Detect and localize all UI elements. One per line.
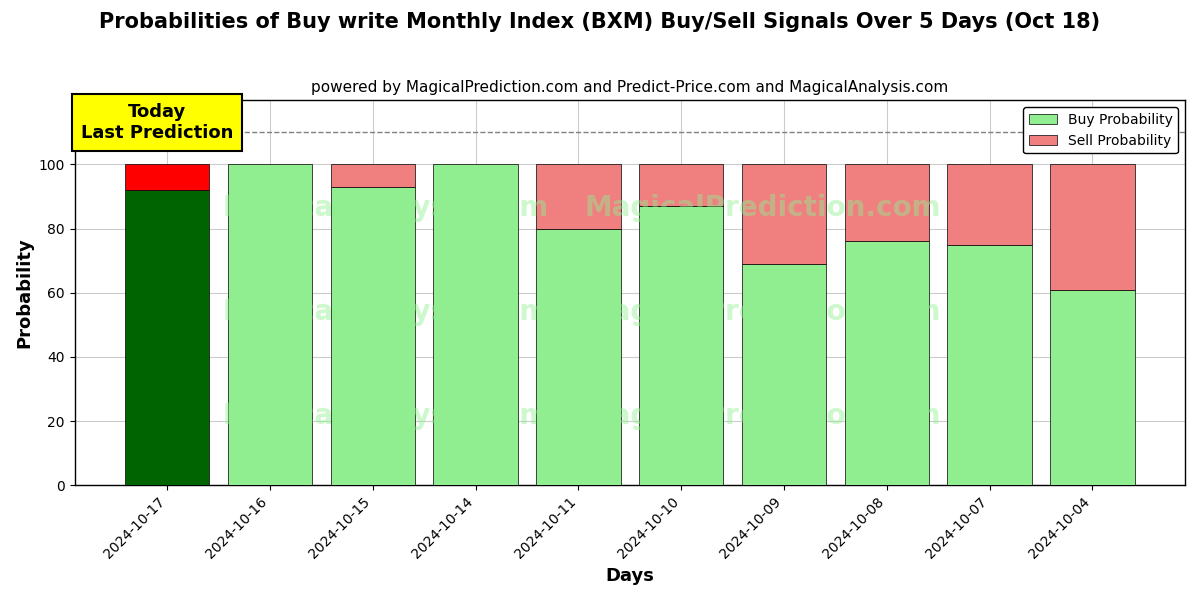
Text: MagicalPrediction.com: MagicalPrediction.com — [584, 402, 941, 430]
Bar — [125, 190, 210, 485]
Text: Probabilities of Buy write Monthly Index (BXM) Buy/Sell Signals Over 5 Days (Oct: Probabilities of Buy write Monthly Index… — [100, 12, 1100, 32]
Title: powered by MagicalPrediction.com and Predict-Price.com and MagicalAnalysis.com: powered by MagicalPrediction.com and Pre… — [311, 80, 948, 95]
Bar — [742, 164, 826, 264]
Bar — [742, 264, 826, 485]
Text: MagicalPrediction.com: MagicalPrediction.com — [584, 194, 941, 222]
Text: MagicalAnalysis.com: MagicalAnalysis.com — [222, 298, 548, 326]
Bar — [948, 245, 1032, 485]
Text: MagicalAnalysis.com: MagicalAnalysis.com — [222, 402, 548, 430]
X-axis label: Days: Days — [605, 567, 654, 585]
Text: Today
Last Prediction: Today Last Prediction — [80, 103, 233, 142]
Bar — [1050, 164, 1134, 290]
Bar — [331, 164, 415, 187]
Bar — [331, 187, 415, 485]
Bar — [640, 206, 724, 485]
Bar — [228, 164, 312, 485]
Bar — [640, 164, 724, 206]
Bar — [1050, 290, 1134, 485]
Bar — [125, 164, 210, 190]
Y-axis label: Probability: Probability — [16, 238, 34, 348]
Bar — [845, 241, 929, 485]
Bar — [845, 164, 929, 241]
Legend: Buy Probability, Sell Probability: Buy Probability, Sell Probability — [1024, 107, 1178, 154]
Bar — [948, 164, 1032, 245]
Text: MagicalAnalysis.com: MagicalAnalysis.com — [222, 194, 548, 222]
Bar — [433, 164, 517, 485]
Bar — [536, 164, 620, 229]
Text: MagicalPrediction.com: MagicalPrediction.com — [584, 298, 941, 326]
Bar — [536, 229, 620, 485]
